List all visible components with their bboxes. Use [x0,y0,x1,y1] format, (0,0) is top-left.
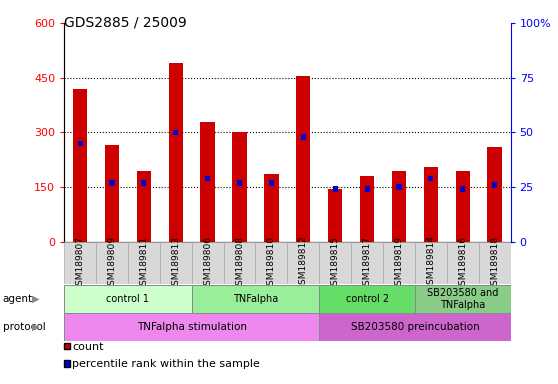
Text: GSM189808: GSM189808 [235,235,244,291]
Text: GSM189816: GSM189816 [458,235,467,291]
Bar [237,180,242,186]
Text: percentile rank within the sample: percentile rank within the sample [72,359,260,369]
Text: ▶: ▶ [32,294,40,304]
Bar [192,242,224,284]
Bar [96,242,128,284]
Text: GSM189813: GSM189813 [171,235,180,291]
Text: control 2: control 2 [345,294,388,304]
Bar [492,182,497,188]
Bar [479,242,511,284]
Bar [137,171,151,242]
Bar [64,242,96,284]
Bar [396,184,402,190]
Text: GSM189818: GSM189818 [490,235,499,291]
Bar [256,242,287,284]
Text: TNFalpha: TNFalpha [233,294,278,304]
Bar [455,171,470,242]
Bar [105,145,119,242]
Text: protocol: protocol [3,322,46,332]
Bar [200,121,215,242]
Text: SB203580 and
TNFalpha: SB203580 and TNFalpha [427,288,498,310]
Bar [319,313,511,341]
Bar [169,63,183,242]
Bar [351,242,383,284]
Bar [488,147,502,242]
Bar [415,285,511,313]
Text: GSM189815: GSM189815 [331,235,340,291]
Text: control 1: control 1 [107,294,150,304]
Text: GSM189812: GSM189812 [299,236,308,290]
Text: GSM189817: GSM189817 [363,235,372,291]
Text: count: count [72,342,104,352]
Text: GSM189809: GSM189809 [108,235,117,291]
Bar [232,132,247,242]
Bar [269,180,274,186]
Text: GSM189819: GSM189819 [395,235,403,291]
Bar [328,189,343,242]
Text: GSM189807: GSM189807 [76,235,85,291]
Bar [264,174,278,242]
Bar [301,134,306,140]
Bar [429,175,434,181]
Bar [73,89,87,242]
Bar [109,180,114,186]
Bar [64,285,192,313]
Bar [364,187,369,192]
Text: GSM189806: GSM189806 [203,235,212,291]
Text: GDS2885 / 25009: GDS2885 / 25009 [64,15,187,29]
Bar [333,187,338,192]
Bar [296,76,310,242]
Bar [319,242,351,284]
Bar [360,176,374,242]
Bar [160,242,192,284]
Bar [173,129,179,136]
Bar [64,313,319,341]
Text: GSM189811: GSM189811 [140,235,148,291]
Bar [392,171,406,242]
Text: GSM189810: GSM189810 [267,235,276,291]
Bar [287,242,319,284]
Text: SB203580 preincubation: SB203580 preincubation [350,322,479,332]
Bar [205,175,210,181]
Text: TNFalpha stimulation: TNFalpha stimulation [137,322,247,332]
Text: agent: agent [3,294,33,304]
Bar [192,285,319,313]
Bar [424,167,438,242]
Text: GSM189814: GSM189814 [426,236,435,290]
Bar [383,242,415,284]
Bar [319,285,415,313]
Bar [128,242,160,284]
Bar [224,242,256,284]
Text: ▶: ▶ [32,322,40,332]
Bar [78,141,83,146]
Bar [447,242,479,284]
Bar [460,187,465,192]
Bar [415,242,447,284]
Bar [141,180,146,186]
